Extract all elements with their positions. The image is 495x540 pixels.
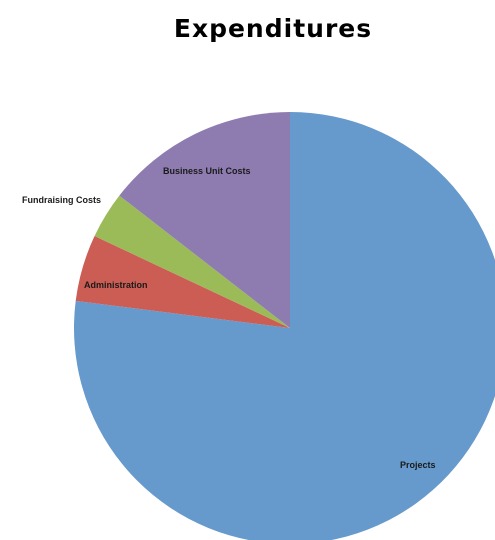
pie-label-business-unit-costs: Business Unit Costs <box>163 166 251 176</box>
pie-slices <box>74 112 495 540</box>
pie-labels: Projects Administration Fundraising Costs B… <box>22 166 436 470</box>
pie-slice-fundraising-costs <box>94 195 290 328</box>
pie-label-projects: Projects <box>400 460 436 470</box>
pie-slice-projects <box>74 112 495 540</box>
pie-label-fundraising-costs: Fundraising Costs <box>22 195 101 205</box>
pie-slice-business-unit-costs <box>119 112 290 328</box>
chart-title: Expenditures <box>173 14 373 43</box>
pie-label-administration: Administration <box>84 280 148 290</box>
pie-slice-administration <box>75 236 290 328</box>
